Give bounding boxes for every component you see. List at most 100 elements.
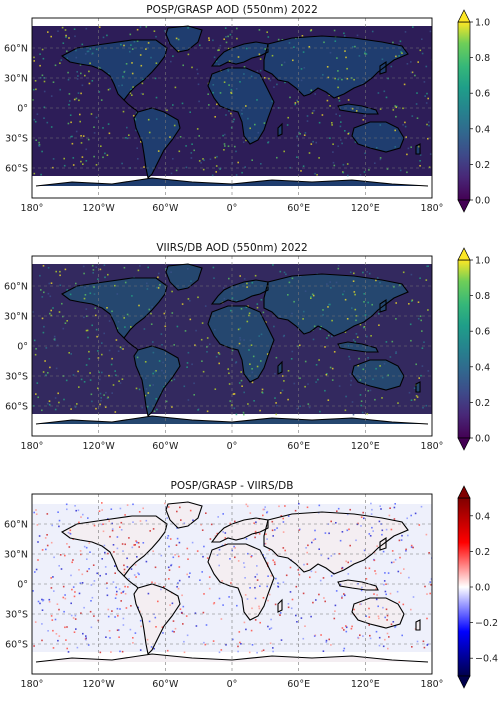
data-cell	[171, 602, 174, 605]
data-cell	[302, 165, 305, 167]
colorbar: 0.00.20.40.60.81.0	[457, 9, 490, 213]
data-cell	[37, 600, 40, 603]
data-cell	[283, 61, 286, 64]
data-cell	[118, 85, 120, 87]
data-cell	[116, 327, 119, 330]
data-cell	[166, 109, 168, 112]
data-cell	[360, 525, 362, 527]
data-cell	[102, 127, 104, 129]
data-cell	[240, 109, 243, 112]
data-cell	[227, 70, 230, 72]
data-cell	[32, 311, 34, 313]
data-cell	[222, 531, 224, 533]
data-cell	[139, 610, 141, 613]
data-cell	[225, 644, 227, 646]
data-cell	[154, 77, 157, 80]
data-cell	[356, 34, 359, 37]
data-cell	[98, 510, 101, 512]
data-cell	[231, 349, 234, 352]
data-cell	[410, 300, 413, 302]
data-cell	[50, 309, 52, 312]
data-cell	[183, 651, 186, 654]
data-cell	[371, 303, 373, 306]
data-cell	[300, 68, 303, 70]
data-cell	[105, 391, 107, 394]
data-cell	[47, 267, 50, 269]
data-cell	[131, 62, 133, 64]
data-cell	[277, 586, 280, 588]
data-cell	[212, 39, 214, 42]
data-cell	[335, 281, 338, 284]
data-cell	[312, 110, 314, 112]
data-cell	[202, 168, 205, 171]
data-cell	[122, 550, 124, 552]
data-cell	[299, 133, 301, 135]
data-cell	[215, 171, 217, 173]
data-cell	[401, 52, 403, 54]
data-cell	[264, 557, 267, 559]
data-cell	[108, 349, 111, 352]
data-cell	[371, 508, 373, 511]
data-cell	[410, 544, 413, 547]
data-cell	[187, 351, 190, 354]
data-cell	[99, 392, 102, 395]
data-cell	[314, 538, 317, 540]
data-cell	[179, 506, 181, 509]
data-cell	[410, 399, 413, 401]
data-cell	[240, 379, 243, 382]
data-cell	[318, 548, 320, 550]
data-cell	[220, 618, 223, 620]
data-cell	[88, 70, 90, 73]
data-cell	[175, 544, 178, 546]
data-cell	[217, 49, 219, 52]
data-cell	[410, 71, 413, 74]
data-cell	[239, 339, 242, 341]
data-cell	[265, 321, 267, 323]
data-cell	[106, 587, 108, 589]
data-cell	[155, 118, 158, 120]
data-cell	[310, 297, 312, 299]
x-tick-label: 60°W	[152, 679, 179, 690]
data-cell	[308, 406, 311, 409]
data-cell	[186, 634, 189, 637]
data-cell	[122, 110, 125, 113]
colorbar-scale	[457, 259, 471, 439]
data-cell	[351, 401, 354, 403]
map-area	[32, 18, 432, 198]
data-cell	[227, 35, 229, 38]
data-cell	[119, 382, 122, 384]
data-cell	[272, 647, 274, 649]
data-cell	[341, 78, 343, 81]
data-cell	[133, 40, 136, 43]
data-cell	[417, 317, 420, 320]
data-cell	[332, 151, 334, 153]
data-cell	[95, 116, 98, 119]
data-cell	[354, 141, 357, 143]
data-cell	[51, 524, 53, 527]
data-cell	[137, 269, 140, 272]
data-cell	[71, 588, 73, 591]
data-cell	[132, 503, 134, 506]
data-cell	[260, 360, 262, 362]
data-cell	[115, 593, 118, 596]
data-cell	[273, 325, 275, 328]
data-cell	[287, 116, 289, 119]
data-cell	[91, 264, 94, 267]
data-cell	[244, 577, 246, 579]
data-cell	[124, 593, 127, 595]
data-cell	[303, 563, 305, 566]
data-cell	[215, 60, 218, 63]
data-cell	[350, 379, 352, 382]
data-cell	[136, 541, 138, 544]
data-cell	[243, 621, 246, 624]
data-cell	[377, 615, 380, 618]
data-cell	[156, 408, 158, 411]
data-cell	[366, 413, 369, 415]
data-cell	[75, 282, 77, 285]
data-cell	[197, 409, 199, 411]
data-cell	[277, 582, 279, 584]
data-cell	[212, 640, 215, 642]
data-cell	[405, 548, 407, 551]
data-cell	[402, 271, 405, 274]
data-cell	[355, 539, 357, 542]
